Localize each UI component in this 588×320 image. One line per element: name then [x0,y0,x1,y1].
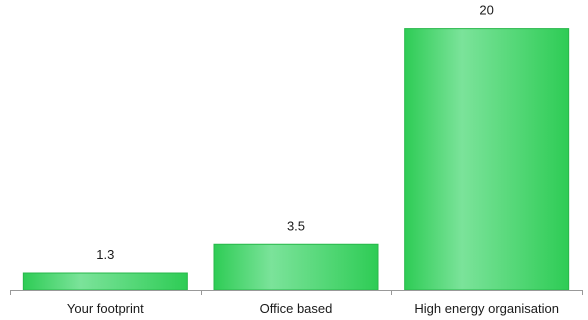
data-label: 3.5 [287,218,305,233]
bar-office-based [213,243,379,291]
data-label: 20 [479,3,493,18]
labels-group: 1.3 Your footprint 3.5 Office based 20 High e… [67,3,559,316]
x-tick-label: Your footprint [67,301,144,316]
x-tick-label: High energy organisation [414,301,559,316]
data-label: 1.3 [96,247,114,262]
bar-your-footprint [22,272,188,291]
bar-high-energy-organisation [404,28,570,291]
bars-group [22,28,570,291]
x-axis [10,290,583,295]
x-tick-label: Office based [260,301,333,316]
